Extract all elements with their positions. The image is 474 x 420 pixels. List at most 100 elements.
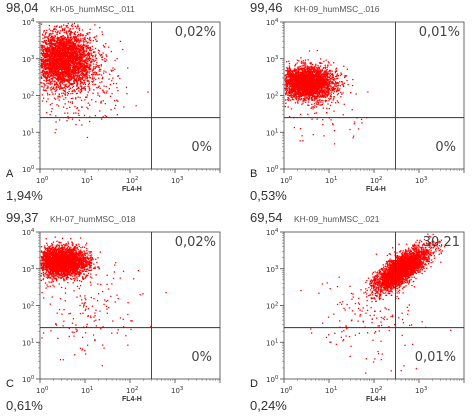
data-point: [308, 99, 310, 101]
data-point: [66, 33, 68, 35]
data-point: [325, 75, 328, 77]
data-point: [56, 47, 59, 49]
data-point: [93, 66, 95, 68]
data-point: [75, 60, 77, 63]
data-points: [40, 22, 149, 139]
data-point: [89, 47, 92, 50]
data-point: [70, 73, 73, 76]
data-point: [290, 108, 293, 110]
data-point: [52, 57, 54, 59]
data-point: [328, 90, 330, 92]
data-point: [327, 86, 329, 88]
data-point: [72, 76, 74, 78]
data-point: [51, 69, 53, 71]
data-point: [79, 83, 81, 85]
data-point: [82, 39, 84, 42]
data-point: [61, 35, 64, 37]
data-point: [67, 31, 70, 33]
data-point: [297, 75, 300, 78]
data-point: [62, 75, 64, 77]
data-point: [50, 89, 53, 91]
data-point: [73, 40, 76, 42]
data-point: [303, 100, 305, 102]
data-point: [77, 31, 79, 33]
data-point: [74, 52, 76, 54]
data-point: [81, 69, 83, 72]
data-point: [70, 32, 72, 34]
data-point: [54, 37, 56, 39]
data-point: [46, 36, 48, 38]
data-point: [76, 27, 78, 29]
data-point: [91, 54, 93, 56]
data-point: [65, 59, 67, 61]
data-point: [78, 27, 81, 29]
data-point: [308, 74, 310, 76]
data-point: [74, 57, 76, 60]
data-point: [81, 68, 83, 70]
data-point: [72, 45, 74, 47]
data-point: [90, 49, 92, 52]
data-point: [91, 81, 94, 83]
data-point: [77, 61, 79, 63]
data-point: [69, 55, 71, 57]
data-point: [49, 50, 51, 52]
data-point: [69, 106, 71, 108]
data-point: [62, 73, 64, 75]
data-point: [80, 88, 83, 90]
data-point: [80, 39, 82, 41]
data-point: [44, 64, 46, 66]
data-point: [40, 65, 42, 67]
data-point: [44, 54, 46, 57]
data-point: [60, 36, 62, 38]
data-point: [65, 51, 67, 53]
data-point: [67, 76, 70, 79]
data-point: [80, 49, 83, 51]
data-point: [71, 71, 74, 74]
data-point: [44, 60, 46, 62]
data-point: [87, 102, 89, 104]
data-point: [302, 99, 304, 101]
data-point: [66, 51, 68, 53]
data-point: [104, 103, 106, 105]
data-point: [73, 68, 76, 70]
data-point: [54, 93, 56, 95]
data-point: [53, 73, 55, 75]
data-point: [66, 40, 68, 42]
data-point: [93, 58, 95, 61]
data-point: [46, 71, 49, 73]
data-point: [102, 44, 105, 47]
data-point: [96, 61, 98, 64]
data-point: [76, 85, 78, 87]
data-point: [63, 57, 65, 59]
data-point: [61, 58, 63, 60]
data-point: [89, 70, 91, 72]
data-point: [40, 71, 43, 74]
data-point: [49, 62, 51, 64]
data-point: [87, 47, 89, 49]
data-point: [52, 65, 54, 67]
data-point: [57, 53, 59, 55]
data-point: [65, 68, 67, 70]
data-point: [304, 73, 306, 75]
data-point: [52, 53, 54, 55]
data-point: [43, 73, 45, 75]
data-point: [88, 82, 91, 85]
data-point: [45, 66, 47, 68]
data-point: [313, 84, 315, 86]
data-point: [104, 60, 107, 63]
data-point: [102, 77, 104, 79]
data-point: [93, 51, 95, 53]
data-point: [314, 68, 316, 71]
data-point: [69, 59, 72, 61]
data-point: [82, 75, 84, 78]
data-point: [79, 61, 81, 63]
data-point: [69, 51, 72, 54]
data-point: [72, 36, 74, 38]
data-point: [77, 35, 79, 37]
x-tick-label: 100: [36, 176, 49, 185]
data-point: [111, 70, 113, 72]
data-point: [82, 34, 84, 36]
data-point: [45, 42, 47, 44]
data-point: [332, 74, 334, 76]
data-point: [71, 42, 73, 44]
